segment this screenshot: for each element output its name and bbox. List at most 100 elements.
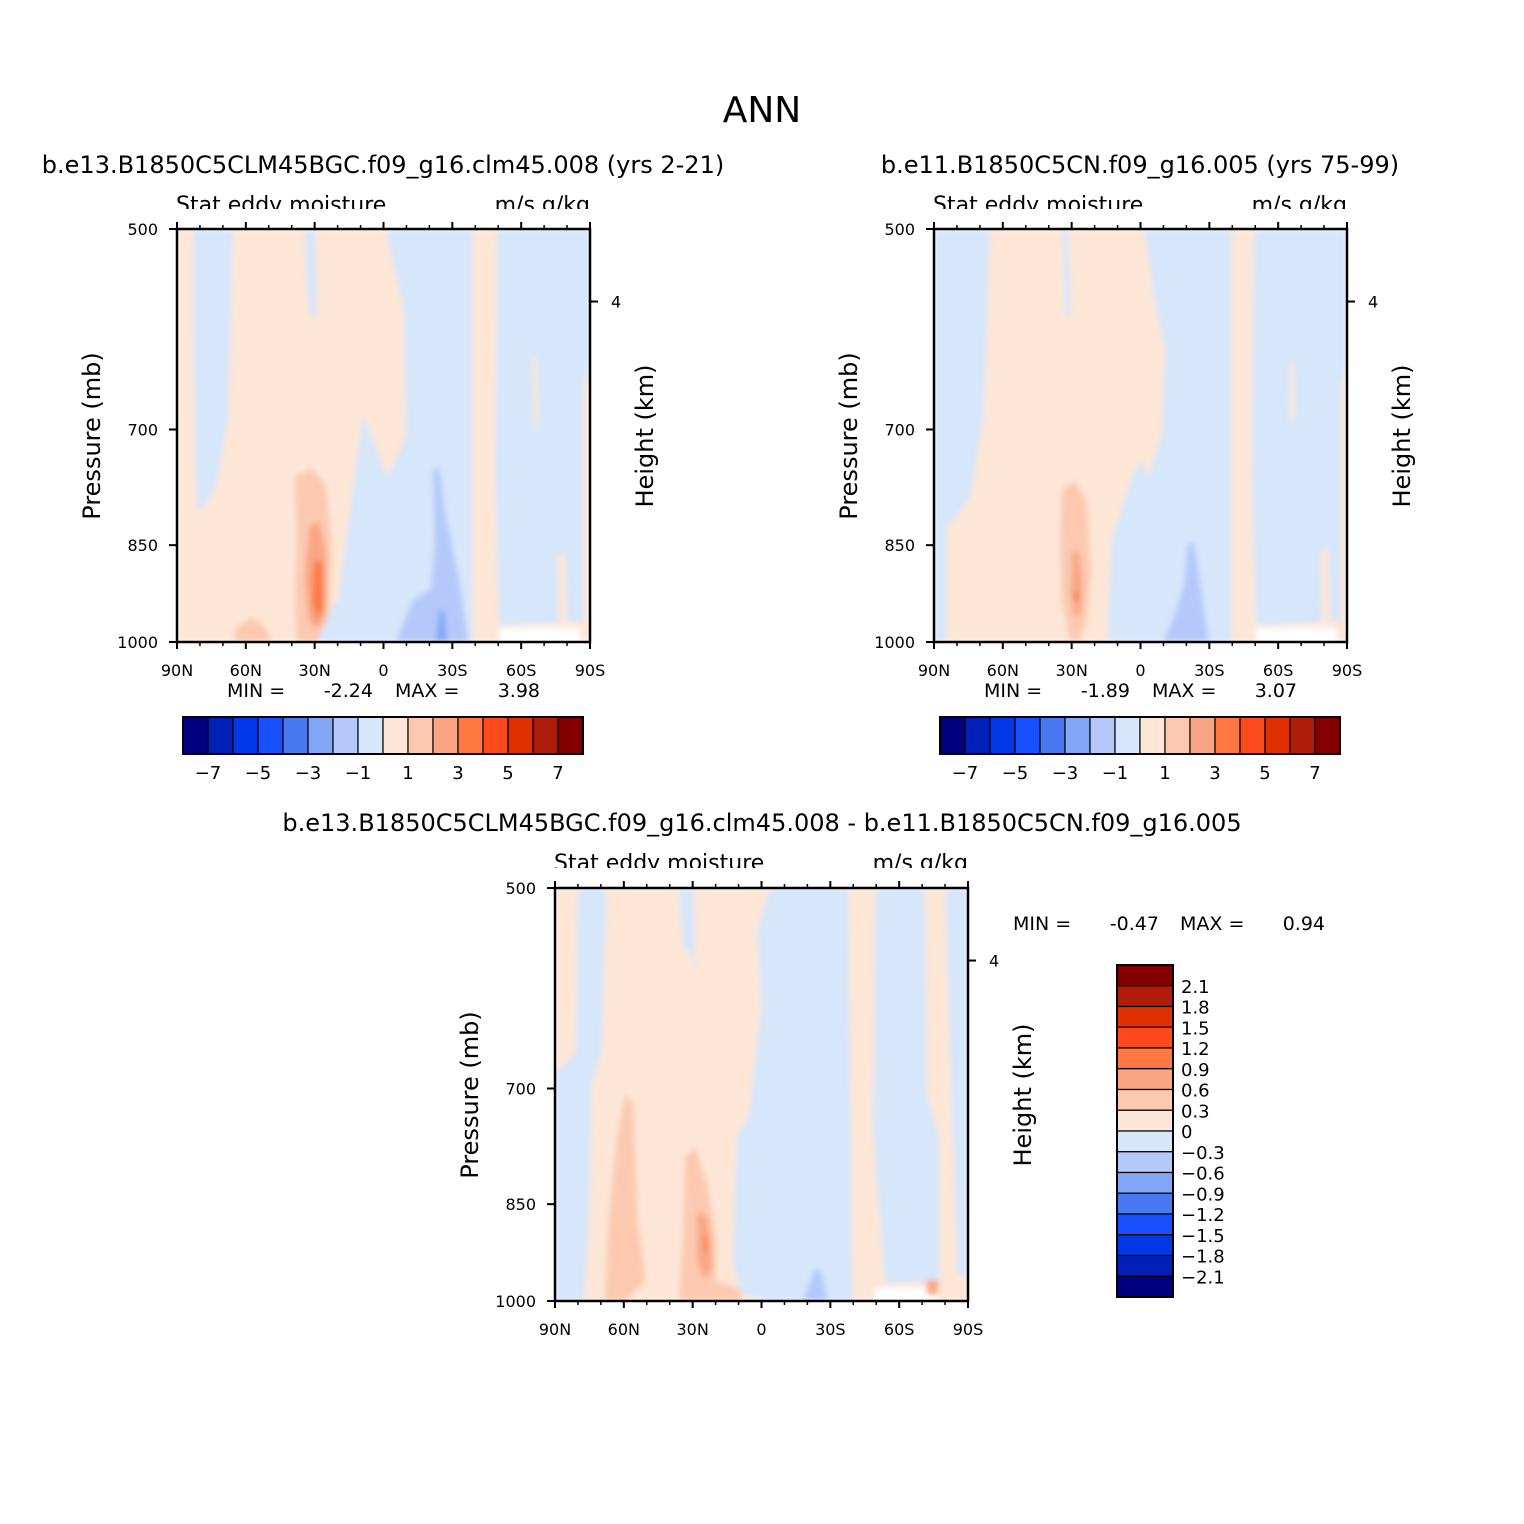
colorbar-swatch [482,716,509,755]
contour-region [532,352,539,436]
x-tick-label: 0 [756,1320,766,1339]
edge-mask [535,1301,988,1321]
y-tick-label: 700 [884,420,915,439]
contour-region [1074,592,1078,601]
colorbar-label: −3 [295,763,322,784]
colorbar-swatch [407,716,434,755]
colorbar-label: −1 [1102,763,1129,784]
colorbar-swatch [1239,716,1266,755]
colorbar-swatch [257,716,284,755]
colorbar-label: −5 [245,763,272,784]
x-tick-label: 90S [953,1320,984,1339]
panel-title: b.e13.B1850C5CLM45BGC.f09_g16.clm45.008 … [42,151,724,179]
colorbar-label: 1 [402,763,413,784]
edge-mask [914,209,934,662]
y-axis-label: Pressure (mb) [456,1011,484,1178]
contour-region [298,229,473,642]
contour-region [604,1094,646,1301]
colorbar: −7 −5 −3 −1 1 3 5 7 [182,716,584,784]
contour-region [499,628,580,642]
contour-region [802,1268,828,1301]
colorbar-frame [1116,964,1174,1298]
contour-region [945,888,968,1277]
colorbar-label: −1.5 [1181,1226,1225,1247]
colorbar-swatch [1116,1171,1174,1194]
edge-mask [535,868,988,888]
y-tick-label: 700 [127,420,158,439]
colorbar-label: 7 [552,763,563,784]
colorbar-swatch [1116,1254,1174,1277]
colorbar-swatch [432,716,459,755]
x-tick-label: 30S [1194,661,1225,680]
contour-plot: 90N 60N 30N 0 30S 60S 90S 500 700 850 1000 4 [117,209,621,680]
contour-background [934,229,1347,642]
contour-region [711,1280,741,1301]
x-tick-label: 90S [575,661,606,680]
max-label: MAX = [1152,680,1216,702]
colorbar-label: 0.9 [1181,1060,1210,1081]
colorbar-label: 2.1 [1181,977,1210,998]
contour-region [1062,229,1071,320]
x-tick-label: 30N [677,1320,709,1339]
colorbar-label: −5 [1002,763,1029,784]
max-value: 3.07 [1255,680,1297,702]
y-axis-label: Pressure (mb) [78,352,106,519]
colorbar-frame [939,716,1341,755]
contour-region [1256,628,1337,642]
colorbar-frame [182,716,584,755]
colorbar-swatch [1264,716,1291,755]
colorbar-label: 5 [502,763,513,784]
y-tick-label: 700 [505,1079,536,1098]
max-label: MAX = [395,680,459,702]
contour-region [312,559,324,618]
edge-mask [914,642,1367,662]
x-tick-label: 30N [299,661,331,680]
colorbar-swatch [1116,964,1174,987]
colorbar-swatch [1139,716,1166,755]
contour-fills [177,229,590,642]
figure-title: ANN [723,90,802,131]
colorbar-swatch [1189,716,1216,755]
min-value: -2.24 [324,680,373,702]
panel-reference-case: b.e11.B1850C5CN.f09_g16.005 (yrs 75-99) … [835,151,1416,784]
y-tick-label: 500 [884,220,915,239]
colorbar-swatch [1089,716,1116,755]
colorbar-swatch [1116,1130,1174,1153]
right-tick-label: 4 [1368,293,1378,312]
x-tick-label: 90N [539,1320,571,1339]
colorbar-swatch [1114,716,1141,755]
panel-difference: b.e13.B1850C5CLM45BGC.f09_g16.clm45.008 … [282,809,1325,1339]
colorbar-label: 3 [452,763,463,784]
colorbar-swatch [1116,1005,1174,1028]
x-tick-label: 30S [815,1320,846,1339]
colorbar-swatch [1116,1213,1174,1236]
colorbar-swatch [1116,1234,1174,1257]
contour-region [436,609,447,642]
colorbar-label: −0.6 [1181,1164,1225,1185]
colorbar-swatch [1116,1275,1174,1298]
colorbar-swatch [1116,1109,1174,1132]
max-value: 3.98 [498,680,540,702]
x-tick-label: 90N [161,661,193,680]
contour-region [704,1234,708,1252]
panel-title: b.e11.B1850C5CN.f09_g16.005 (yrs 75-99) [881,151,1399,179]
contour-fills [934,229,1347,642]
colorbar-swatch [1116,985,1174,1008]
colorbar-swatch [532,716,559,755]
min-value: -1.89 [1081,680,1130,702]
x-tick-label: 30S [437,661,468,680]
contour-region [732,888,853,1301]
x-tick-label: 60N [608,1320,640,1339]
contour-plot: 90N 60N 30N 0 30S 60S 90S 500 700 850 1000 4 [495,868,999,1339]
contour-region [934,229,990,642]
y-tick-label: 1000 [874,633,915,652]
colorbar-swatch [1116,1088,1174,1111]
y-tick-label: 850 [127,536,158,555]
colorbar-swatch [989,716,1016,755]
colorbar-swatch [1014,716,1041,755]
colorbar-swatch [1116,1047,1174,1070]
colorbar: −7 −5 −3 −1 1 3 5 7 [939,716,1341,784]
right-axis-label: Height (km) [1388,365,1416,508]
colorbar-label: 1.2 [1181,1039,1210,1060]
colorbar-swatch [357,716,384,755]
